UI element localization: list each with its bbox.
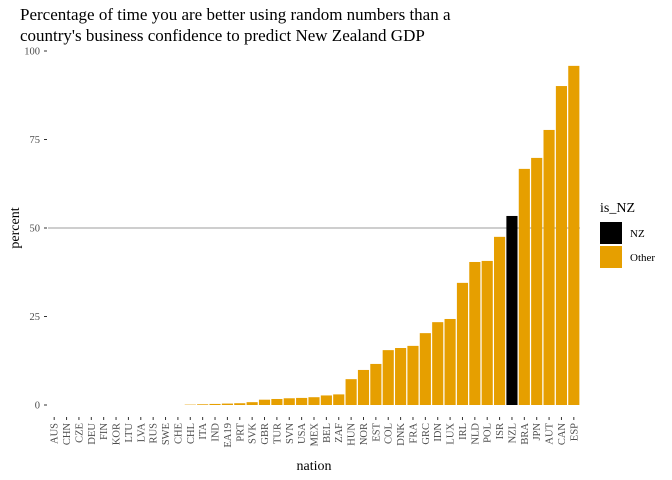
bar [308, 397, 320, 405]
x-tick-label: RUS [149, 423, 160, 444]
x-tick-label: NOR [359, 423, 370, 445]
x-tick-label: POL [483, 423, 494, 443]
chart-title-line: Percentage of time you are better using … [20, 5, 451, 24]
bar [209, 403, 221, 405]
x-tick-label: USA [297, 423, 308, 444]
bar [481, 260, 493, 405]
bar [320, 395, 332, 405]
x-tick-label: BRA [520, 423, 531, 445]
y-tick-label: 25 [30, 312, 41, 323]
x-tick-label: FIN [99, 423, 110, 440]
x-tick-label: SWE [161, 423, 172, 445]
bar [234, 403, 246, 405]
legend-key [600, 222, 622, 244]
x-tick-label: EA19 [223, 423, 234, 448]
x-tick-label: HUN [347, 423, 358, 446]
x-tick-label: DEU [87, 423, 98, 445]
bar [221, 403, 233, 405]
x-tick-label: LVA [136, 423, 147, 443]
x-tick-label: CHL [186, 423, 197, 444]
y-tick-label: 50 [30, 224, 41, 235]
y-tick-label: 0 [35, 401, 40, 412]
bar [444, 318, 456, 405]
bar [258, 399, 271, 405]
bar [345, 379, 357, 405]
bar [531, 157, 543, 405]
x-tick-label: SVK [248, 423, 259, 444]
x-tick-label: MEX [310, 423, 321, 447]
bar [296, 397, 308, 405]
x-tick-label: CZE [74, 423, 85, 443]
bar [333, 394, 345, 405]
x-tick-label: EST [371, 422, 382, 441]
x-tick-label: ESP [569, 423, 580, 441]
y-tick-label: 100 [24, 47, 40, 58]
x-tick-label: CHN [62, 423, 73, 446]
x-tick-label: ISR [495, 423, 506, 439]
x-tick-label: BEL [322, 423, 333, 443]
legend-title: is_NZ [600, 201, 635, 216]
bar [543, 129, 555, 405]
y-axis-title: percent [8, 207, 23, 248]
bar [197, 404, 209, 405]
x-tick-label: AUT [545, 422, 556, 444]
bar [370, 363, 382, 405]
x-tick-label: IDN [433, 423, 444, 442]
bar [432, 322, 444, 405]
bar [555, 86, 568, 406]
bar [382, 350, 394, 405]
bar [283, 398, 295, 405]
x-tick-label: IRL [458, 423, 469, 440]
bar [494, 236, 506, 405]
x-tick-label: KOR [112, 423, 123, 445]
bar [469, 261, 481, 405]
x-tick-label: CAN [557, 423, 568, 446]
bar [407, 345, 419, 405]
x-tick-label: GRC [421, 423, 432, 445]
x-tick-label: ZAF [334, 423, 345, 443]
x-tick-label: FRA [408, 423, 419, 444]
x-tick-label: NLD [470, 423, 481, 445]
legend-key [600, 246, 622, 268]
bar [568, 65, 580, 406]
x-tick-label: LTU [124, 423, 135, 443]
bar [246, 402, 258, 405]
x-tick-label: PRT [235, 422, 246, 441]
y-tick-label: 75 [30, 135, 41, 146]
x-tick-label: LUX [446, 423, 457, 445]
x-tick-label: CHE [173, 423, 184, 444]
x-tick-label: GBR [260, 423, 271, 445]
x-tick-label: COL [384, 423, 395, 444]
bar [518, 168, 530, 405]
bar [419, 333, 431, 405]
x-tick-label: JPN [532, 423, 543, 441]
x-tick-label: IND [211, 423, 222, 442]
chart-title-line: country's business confidence to predict… [20, 26, 425, 45]
bar [271, 398, 283, 405]
bar [357, 369, 370, 405]
bar [395, 348, 407, 405]
x-tick-label: ITA [198, 423, 209, 440]
x-tick-label: SVN [285, 423, 296, 444]
legend-label: Other [630, 252, 655, 264]
x-tick-label: NZL [507, 423, 518, 443]
legend-label: NZ [630, 228, 645, 240]
x-tick-label: AUS [50, 423, 61, 444]
bar [506, 215, 518, 405]
x-axis-title: nation [297, 459, 332, 474]
bar [456, 282, 469, 405]
x-tick-label: DNK [396, 423, 407, 446]
x-tick-label: TUR [272, 423, 283, 444]
